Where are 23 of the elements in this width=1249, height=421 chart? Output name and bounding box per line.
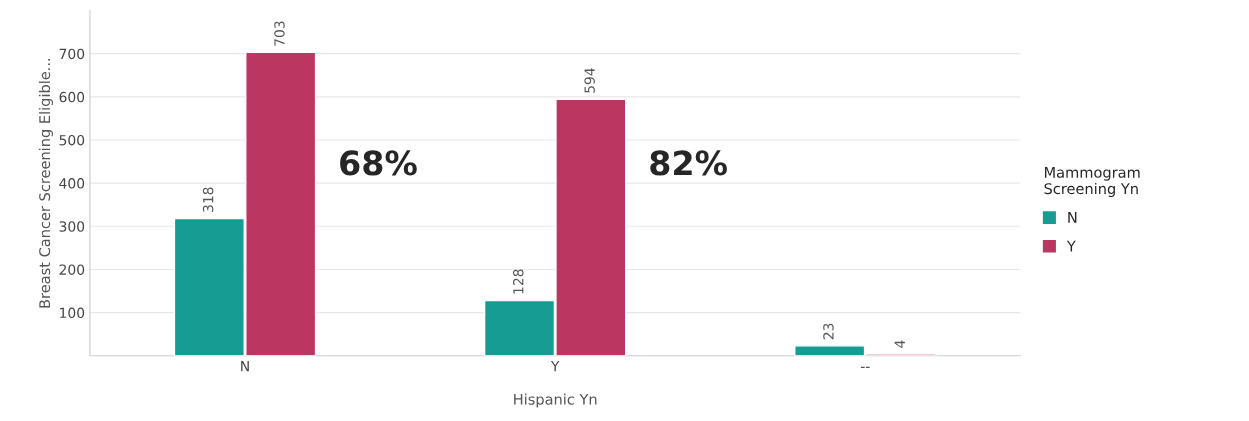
- data-label: 318: [202, 187, 214, 212]
- x-tick-label: N: [241, 361, 249, 372]
- legend-title: Mammogram Screening Yn: [1044, 167, 1140, 198]
- y-tick-label: 200: [59, 264, 85, 275]
- y-axis-title: Breast Cancer Screening Eligible...: [38, 58, 53, 308]
- data-label: 4: [894, 340, 905, 348]
- legend-label: N: [1068, 212, 1077, 223]
- legend-label: Y: [1066, 240, 1076, 252]
- data-label: 23: [823, 323, 834, 340]
- x-tick-label: Y: [550, 361, 560, 372]
- y-tick-label: 100: [60, 307, 85, 319]
- y-tick-label: 700: [59, 48, 85, 60]
- y-tick-label: 300: [59, 221, 85, 232]
- y-tick-label: 400: [59, 178, 85, 189]
- annotation: 82%: [650, 150, 727, 176]
- y-tick-label: 500: [59, 134, 85, 146]
- data-label: 594: [584, 68, 595, 93]
- x-axis-title: Hispanic Yn: [514, 393, 597, 408]
- y-tick-label: 600: [59, 91, 85, 103]
- x-tick-label: --: [861, 366, 870, 368]
- data-label: 703: [274, 21, 285, 46]
- data-label: 128: [513, 269, 524, 294]
- annotation: 68%: [340, 150, 417, 176]
